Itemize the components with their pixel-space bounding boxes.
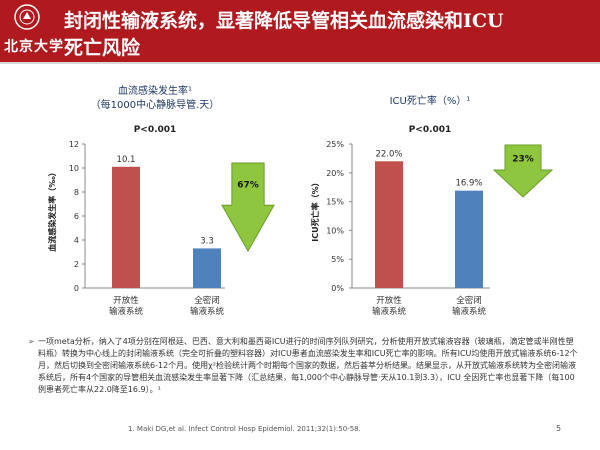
chart2-pvalue: P<0.001 (409, 125, 452, 135)
chart2-y-tick-label: 15% (326, 198, 344, 207)
chart1-category-label: 输液系统 (109, 306, 144, 317)
page-title-line1: 封闭性输液系统，显著降低导管相关血流感染和ICU (64, 10, 504, 32)
chart2-category-label: 全密闭 (456, 295, 482, 306)
chart1-bar (193, 248, 221, 288)
chart1-y-tick-label: 12 (69, 140, 79, 149)
logo-text: 北京大学 (4, 39, 64, 55)
chart1-y-tick-label: 6 (74, 212, 79, 221)
chart1-y-tick-label: 8 (74, 188, 79, 197)
chart2-y-tick-label: 20% (326, 169, 344, 178)
chart1-category-label: 开放性 (113, 295, 139, 306)
chart1-reduction-arrow (221, 162, 275, 253)
page-number: 5 (556, 424, 562, 433)
chart2-category-label: 开放性 (376, 295, 402, 306)
chart2-y-tick-label: 0% (331, 284, 344, 293)
chart2-reduction-label: 23% (512, 154, 534, 164)
chart1-pvalue: P<0.001 (134, 125, 177, 135)
chart1-y-tick-label: 0 (74, 284, 79, 293)
chart2-y-tick-label: 25% (326, 140, 344, 149)
chart2-reduction-arrow (492, 144, 554, 198)
chart1-subtitle: （每1000中心静脉导管.天） (91, 98, 220, 111)
bullet-arrow-icon: ➢ (28, 337, 35, 346)
chart2-category-label: 输液系统 (452, 306, 487, 317)
chart2-y-tick-label: 5% (331, 255, 344, 264)
header-divider (0, 62, 600, 64)
chart1-category-label: 全密闭 (194, 295, 220, 306)
university-seal-icon (14, 4, 40, 30)
chart1-y-tick-label: 10 (69, 164, 79, 173)
chart1-y-tick-label: 4 (74, 236, 79, 245)
page-title-line2: 死亡风险 (64, 37, 141, 59)
chart1-bar (112, 166, 140, 288)
chart2-y-tick-label: 10% (326, 226, 344, 235)
chart1-y-axis-label: 血流感染发生率（‰） (47, 168, 57, 252)
chart2-bar (375, 161, 403, 288)
chart1-y-tick-label: 2 (74, 260, 79, 269)
chart2-category-label: 输液系统 (372, 306, 407, 317)
summary-text: 一项meta分析，纳入了4项分别在阿根廷、巴西、意大利和墨西哥ICU进行的时间序… (38, 337, 578, 394)
chart2-bar-value-label: 16.9% (455, 179, 482, 189)
chart2-y-axis-label: ICU死亡率（%） (310, 178, 320, 241)
charts-area: 血流感染发生率¹（每1000中心静脉导管.天） P<0.001 0 2 4 6 8 10 12 血… (47, 84, 554, 317)
chart1-category-label: 输液系统 (190, 306, 225, 317)
chart1-reduction-label: 67% (237, 180, 259, 190)
chart1-bar-value-label: 3.3 (200, 236, 214, 246)
chart1-bar-value-label: 10.1 (117, 155, 136, 165)
chart2-bar-value-label: 22.0% (375, 149, 402, 159)
reference-footnote: 1. Maki DG,et al. Infect Control Hosp Ep… (128, 425, 361, 433)
chart2-title: ICU死亡率（%）¹ (390, 94, 471, 107)
chart1-title: 血流感染发生率¹ (118, 84, 192, 97)
header-banner: 北京大学 封闭性输液系统，显著降低导管相关血流感染和ICU 死亡风险 (0, 0, 600, 62)
chart2-bar (455, 190, 483, 288)
summary-paragraph: ➢ 一项meta分析，纳入了4项分别在阿根廷、巴西、意大利和墨西哥ICU进行的时… (28, 336, 578, 396)
